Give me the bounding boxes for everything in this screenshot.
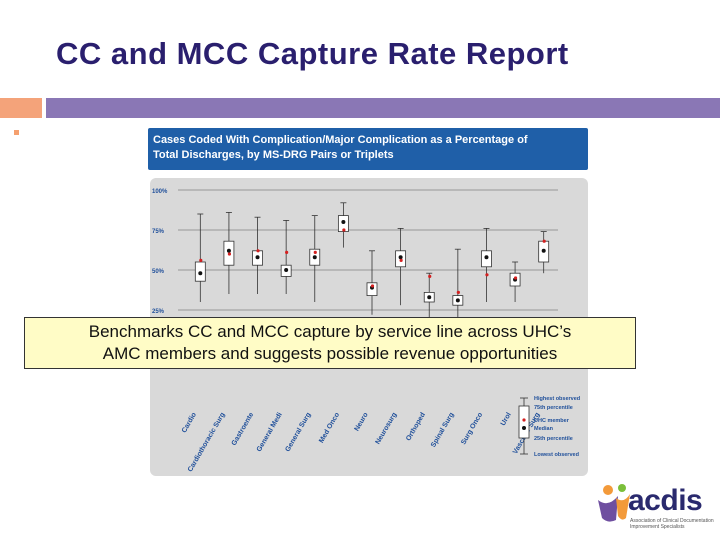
caption-line2: AMC members and suggests possible revenu… — [102, 344, 558, 363]
member-marker — [485, 273, 489, 277]
x-tick-label: Cardio — [181, 412, 198, 435]
member-marker — [227, 252, 232, 256]
legend-graphic: Highest observed 75th percentile UHC mem… — [518, 396, 580, 458]
x-tick-label: Spinal Surg — [430, 412, 456, 449]
slide-title: CC and MCC Capture Rate Report — [56, 36, 569, 71]
y-tick-label: 100% — [152, 189, 168, 195]
logo-figure-icon — [598, 484, 630, 522]
accent-bar-orange — [0, 98, 42, 118]
x-tick-label: Orthoped — [405, 412, 427, 443]
member-marker — [428, 274, 432, 278]
legend-highest: Highest observed — [534, 396, 580, 402]
member-marker — [285, 250, 289, 254]
median-marker — [484, 255, 489, 260]
median-marker — [226, 248, 231, 253]
median-marker — [455, 298, 460, 303]
median-marker — [284, 268, 289, 272]
member-marker — [456, 290, 460, 294]
median-marker — [255, 255, 260, 260]
median-marker — [198, 271, 203, 276]
x-tick-label: Gastroente — [231, 411, 256, 447]
bullet-marker — [14, 130, 19, 135]
legend-lowest: Lowest observed — [534, 452, 579, 458]
x-tick-label: General Surg — [284, 412, 312, 454]
member-marker — [399, 258, 403, 262]
member-marker — [513, 276, 518, 280]
member-marker — [342, 228, 346, 232]
x-tick-label: Surg Onco — [460, 412, 484, 446]
member-marker — [313, 250, 317, 254]
member-marker — [256, 249, 260, 253]
legend-25th: 25th percentile — [534, 436, 573, 442]
median-marker — [312, 255, 317, 260]
legend-median: Median — [534, 426, 554, 432]
logo-wordmark: acdis — [628, 484, 703, 517]
median-marker — [427, 295, 432, 300]
legend: Highest observed 75th percentile UHC mem… — [512, 390, 602, 470]
figure-header: Cases Coded With Complication/Major Comp… — [148, 128, 588, 170]
figure-header-line2: Total Discharges, by MS-DRG Pairs or Tri… — [153, 149, 394, 161]
x-tick-label: General Medi — [256, 411, 284, 453]
y-tick-label: 25% — [152, 309, 165, 315]
accent-bar-purple — [46, 98, 720, 118]
y-tick-label: 75% — [152, 229, 165, 235]
median-marker — [541, 248, 546, 253]
legend-75th: 75th percentile — [534, 405, 573, 411]
figure-header-line1: Cases Coded With Complication/Major Comp… — [153, 134, 528, 146]
y-tick-label: 50% — [152, 269, 165, 275]
member-marker — [370, 284, 375, 288]
caption-box: Benchmarks CC and MCC capture by service… — [24, 317, 636, 369]
acdis-logo: acdis Association of Clinical Documentat… — [594, 478, 714, 536]
median-marker — [398, 255, 403, 260]
median-marker — [341, 220, 346, 224]
logo-tagline: Association of Clinical Documentation Im… — [630, 518, 714, 530]
x-tick-label: Med Onco — [318, 412, 341, 445]
x-tick-label: Neurosurg — [375, 412, 399, 446]
x-tick-label: Neuro — [354, 412, 370, 433]
member-marker — [199, 258, 203, 262]
x-tick-label: Urol — [500, 411, 513, 427]
legend-member: UHC member — [534, 418, 570, 424]
member-marker — [542, 239, 546, 243]
caption-line1: Benchmarks CC and MCC capture by service… — [88, 322, 572, 341]
